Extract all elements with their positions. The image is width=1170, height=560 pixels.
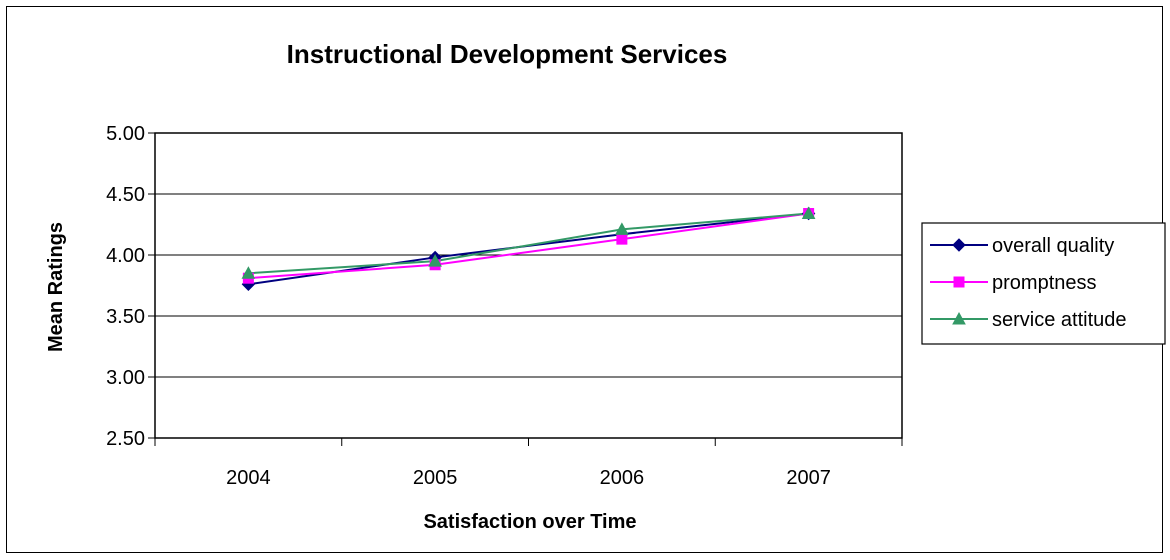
x-tick-label: 2007	[786, 467, 831, 489]
legend: overall quality promptness service attitud…	[921, 222, 1166, 345]
y-tick-label: 4.50	[106, 184, 145, 206]
legend-label-2: service attitude	[992, 309, 1127, 331]
series-markers	[241, 206, 816, 291]
y-axis-title: Mean Ratings	[45, 222, 67, 352]
x-tick-label: 2006	[600, 467, 645, 489]
x-tick-label: 2004	[226, 467, 271, 489]
gridlines	[148, 132, 902, 439]
series-line-2	[248, 212, 809, 275]
x-axis-labels: 2004 2005 2006 2007	[226, 467, 831, 489]
y-tick-label: 2.50	[106, 428, 145, 450]
series-lines	[248, 212, 809, 286]
legend-label-1: promptness	[992, 272, 1097, 294]
data-point-2-0	[241, 266, 256, 279]
y-tick-label: 3.50	[106, 306, 145, 328]
legend-marker-1	[953, 276, 965, 288]
x-tick-label: 2005	[413, 467, 458, 489]
legend-marker-2	[952, 311, 966, 325]
series-line-1	[248, 212, 809, 280]
data-point-1-2	[616, 233, 628, 245]
data-point-2-1	[428, 254, 442, 267]
x-axis-ticks	[154, 438, 903, 446]
legend-marker-0	[952, 238, 966, 252]
y-tick-label: 3.00	[106, 367, 145, 389]
y-tick-label: 4.00	[106, 245, 145, 267]
x-axis-title: Satisfaction over Time	[423, 511, 636, 533]
y-axis-labels: 2.50 3.00 3.50 4.00 4.50 5.00	[106, 123, 145, 450]
data-point-2-3	[801, 206, 816, 220]
y-tick-label: 5.00	[106, 123, 145, 145]
legend-label-0: overall quality	[992, 235, 1114, 257]
chart-title: Instructional Development Services	[287, 39, 728, 69]
data-point-2-2	[615, 222, 629, 235]
plot-area	[154, 132, 903, 439]
